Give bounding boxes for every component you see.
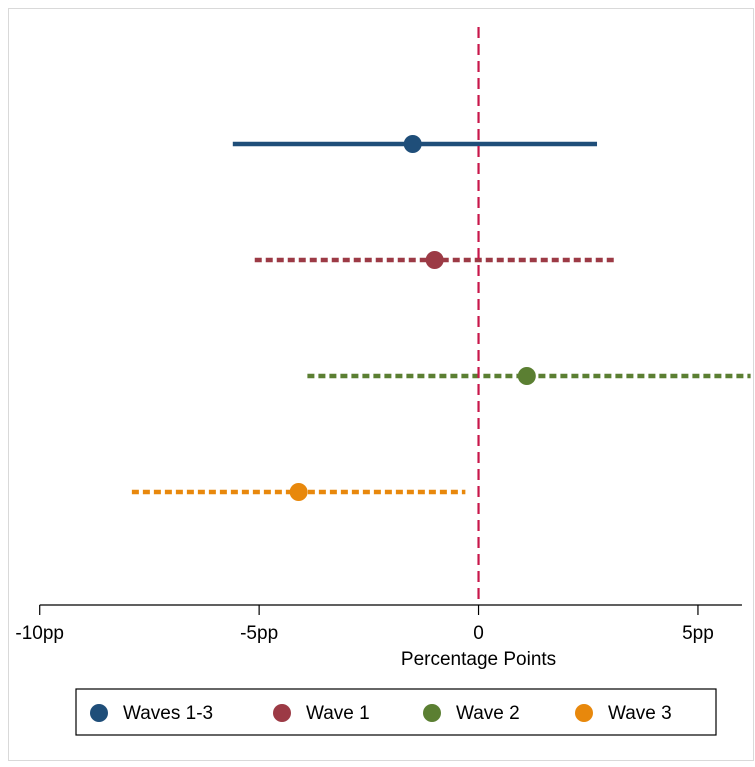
x-tick-label-10pp: -10pp (15, 623, 64, 644)
x-tick-label-5pp: 5pp (682, 623, 714, 644)
x-axis: -10pp -5pp 0 5pp (15, 604, 742, 644)
legend-label-wave-2: Wave 2 (456, 703, 520, 724)
legend: Waves 1-3 Wave 1 Wave 2 Wave 3 (75, 688, 717, 736)
legend-marker-waves-1-3 (90, 704, 108, 722)
series-waves-1-3 (232, 135, 598, 153)
x-axis-title: Percentage Points (401, 649, 556, 670)
coefficient-plot: -10pp -5pp 0 5pp Percentage Points Waves 1-… (15, 27, 751, 736)
legend-marker-wave-1 (273, 704, 291, 722)
x-tick-label-0: 0 (473, 623, 484, 644)
legend-marker-wave-3 (575, 704, 593, 722)
point-estimate-wave-3 (289, 483, 308, 501)
point-estimate-wave-1 (425, 251, 444, 269)
point-estimate-wave-2 (517, 367, 536, 385)
x-tick-label-5pp: -5pp (240, 623, 278, 644)
series-layer (131, 135, 751, 501)
legend-label-wave-1: Wave 1 (306, 703, 370, 724)
legend-label-waves-1-3: Waves 1-3 (123, 703, 213, 724)
series-wave-1 (254, 251, 615, 269)
legend-label-wave-3: Wave 3 (608, 703, 672, 724)
chart-frame: -10pp -5pp 0 5pp Percentage Points Waves 1-… (8, 8, 754, 761)
series-wave-2 (307, 367, 751, 385)
series-wave-3 (131, 483, 466, 501)
legend-box (75, 688, 717, 736)
legend-marker-wave-2 (423, 704, 441, 722)
point-estimate-waves-1-3 (403, 135, 422, 153)
